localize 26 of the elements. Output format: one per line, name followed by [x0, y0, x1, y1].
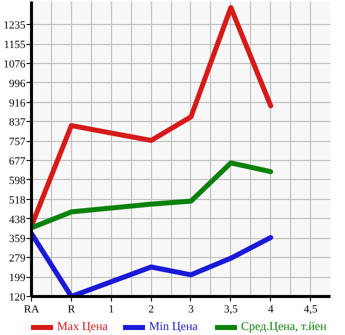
y-tick-label: 279: [9, 252, 26, 265]
y-tick-label: 359: [9, 233, 26, 246]
y-tick-label: 120: [9, 292, 26, 304]
y-tick-label: 996: [9, 78, 26, 90]
y-tick-label: 677: [9, 156, 26, 168]
y-tick-label: 1155: [4, 39, 26, 52]
y-tick-label: 1235: [4, 20, 26, 32]
legend-label: Min Цена: [149, 319, 198, 334]
y-tick-label: 1076: [4, 58, 26, 70]
x-tick-label: R: [68, 304, 76, 316]
y-tick-label: 518: [9, 194, 26, 206]
x-tick-label: 2: [148, 304, 154, 316]
x-tick-label: 3: [188, 304, 194, 316]
y-tick-label: 199: [9, 272, 26, 284]
y-tick-label: 438: [9, 214, 26, 226]
x-tick-label: 3,5: [224, 304, 238, 316]
legend-label: Max Цена: [57, 319, 108, 334]
legend-label: Сред.Цена, т.йен: [241, 319, 327, 334]
x-tick-label: 4: [268, 304, 274, 316]
y-tick-label: 757: [9, 136, 26, 148]
x-tick-label: RA: [24, 304, 40, 316]
x-tick-label: 1: [108, 304, 114, 316]
x-tick-label: 4,5: [304, 304, 318, 316]
y-tick-label: 837: [9, 116, 26, 129]
y-tick-label: 598: [9, 174, 26, 187]
y-tick-label: 916: [9, 97, 26, 110]
